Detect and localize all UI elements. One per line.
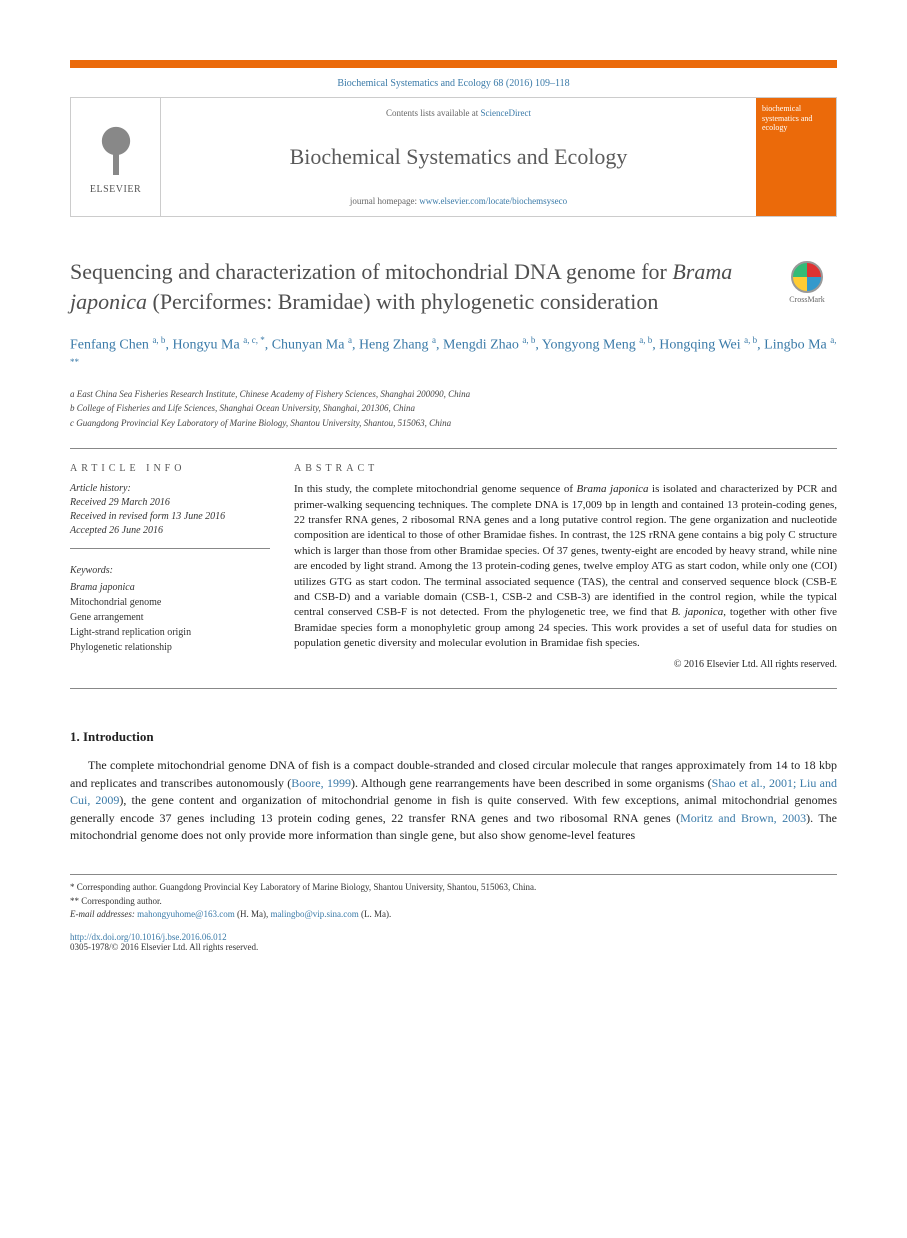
journal-header: ELSEVIER Contents lists available at Sci… bbox=[70, 97, 837, 217]
authors-list: Fenfang Chen a, b, Hongyu Ma a, c, *, Ch… bbox=[70, 334, 837, 377]
keyword: Light-strand replication origin bbox=[70, 625, 270, 640]
abstract-text: In this study, the complete mitochondria… bbox=[294, 482, 837, 651]
keywords-block: Keywords: Brama japonica Mitochondrial g… bbox=[70, 563, 270, 655]
journal-reference: Biochemical Systematics and Ecology 68 (… bbox=[70, 78, 837, 89]
journal-cover-thumbnail: biochemical systematics and ecology bbox=[756, 98, 836, 216]
publisher-name: ELSEVIER bbox=[90, 184, 141, 195]
accepted-date: Accepted 26 June 2016 bbox=[70, 524, 270, 538]
crossmark-badge[interactable]: CrossMark bbox=[777, 261, 837, 304]
affiliation-c: c Guangdong Provincial Key Laboratory of… bbox=[70, 417, 837, 431]
sciencedirect-link[interactable]: ScienceDirect bbox=[481, 108, 531, 118]
email-link-1[interactable]: mahongyuhome@163.com bbox=[137, 909, 235, 919]
journal-name: Biochemical Systematics and Ecology bbox=[290, 144, 628, 170]
article-history: Article history: Received 29 March 2016 … bbox=[70, 482, 270, 549]
received-date: Received 29 March 2016 bbox=[70, 496, 270, 510]
top-orange-bar: Biochemical Systematics and Ecology 68 (… bbox=[70, 60, 837, 217]
contents-line: Contents lists available at ScienceDirec… bbox=[386, 108, 531, 118]
abstract-copyright: © 2016 Elsevier Ltd. All rights reserved… bbox=[294, 659, 837, 670]
keyword: Mitochondrial genome bbox=[70, 595, 270, 610]
doi-link[interactable]: http://dx.doi.org/10.1016/j.bse.2016.06.… bbox=[70, 932, 837, 942]
email-line: E-mail addresses: mahongyuhome@163.com (… bbox=[70, 908, 837, 922]
elsevier-tree-icon bbox=[91, 120, 141, 180]
crossmark-icon bbox=[791, 261, 823, 293]
corresponding-author-footer: * Corresponding author. Guangdong Provin… bbox=[70, 874, 837, 922]
keyword: Gene arrangement bbox=[70, 610, 270, 625]
affiliation-a: a East China Sea Fisheries Research Inst… bbox=[70, 388, 837, 402]
divider bbox=[70, 688, 837, 689]
abstract-heading: ABSTRACT bbox=[294, 463, 837, 474]
homepage-link[interactable]: www.elsevier.com/locate/biochemsyseco bbox=[419, 196, 567, 206]
keyword: Phylogenetic relationship bbox=[70, 640, 270, 655]
corresponding-author-2: ** Corresponding author. bbox=[70, 895, 837, 909]
homepage-line: journal homepage: www.elsevier.com/locat… bbox=[350, 196, 567, 206]
issn-copyright: 0305-1978/© 2016 Elsevier Ltd. All right… bbox=[70, 942, 837, 952]
publisher-logo: ELSEVIER bbox=[71, 98, 161, 216]
introduction-heading: 1. Introduction bbox=[70, 729, 837, 745]
keyword: Brama japonica bbox=[70, 580, 270, 595]
affiliation-b: b College of Fisheries and Life Sciences… bbox=[70, 402, 837, 416]
introduction-paragraph: The complete mitochondrial genome DNA of… bbox=[70, 757, 837, 844]
affiliations: a East China Sea Fisheries Research Inst… bbox=[70, 388, 837, 431]
abstract-column: ABSTRACT In this study, the complete mit… bbox=[294, 463, 837, 670]
divider bbox=[70, 448, 837, 449]
crossmark-label: CrossMark bbox=[789, 295, 825, 304]
article-info-column: ARTICLE INFO Article history: Received 2… bbox=[70, 463, 270, 670]
article-title: Sequencing and characterization of mitoc… bbox=[70, 257, 757, 316]
article-info-heading: ARTICLE INFO bbox=[70, 463, 270, 474]
revised-date: Received in revised form 13 June 2016 bbox=[70, 510, 270, 524]
header-center: Contents lists available at ScienceDirec… bbox=[161, 98, 756, 216]
corresponding-author-1: * Corresponding author. Guangdong Provin… bbox=[70, 881, 837, 895]
email-link-2[interactable]: malingbo@vip.sina.com bbox=[270, 909, 358, 919]
